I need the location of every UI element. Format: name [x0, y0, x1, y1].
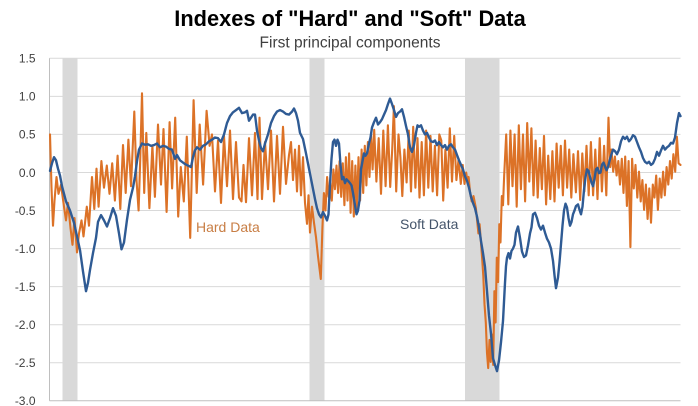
- svg-text:0.5: 0.5: [19, 128, 36, 142]
- svg-text:Soft Data: Soft Data: [400, 216, 459, 232]
- svg-text:Indexes of "Hard" and "Soft" D: Indexes of "Hard" and "Soft" Data: [174, 6, 526, 31]
- svg-text:1.0: 1.0: [19, 90, 36, 104]
- svg-text:First principal components: First principal components: [260, 35, 441, 52]
- svg-text:-1.5: -1.5: [15, 280, 36, 294]
- svg-text:-2.5: -2.5: [15, 356, 36, 370]
- svg-text:-0.5: -0.5: [15, 204, 36, 218]
- svg-text:Hard Data: Hard Data: [196, 219, 260, 235]
- svg-text:-1.0: -1.0: [15, 242, 36, 256]
- svg-text:-3.0: -3.0: [15, 394, 36, 406]
- svg-text:1.5: 1.5: [19, 52, 36, 66]
- svg-text:-2.0: -2.0: [15, 318, 36, 332]
- svg-text:0.0: 0.0: [19, 166, 36, 180]
